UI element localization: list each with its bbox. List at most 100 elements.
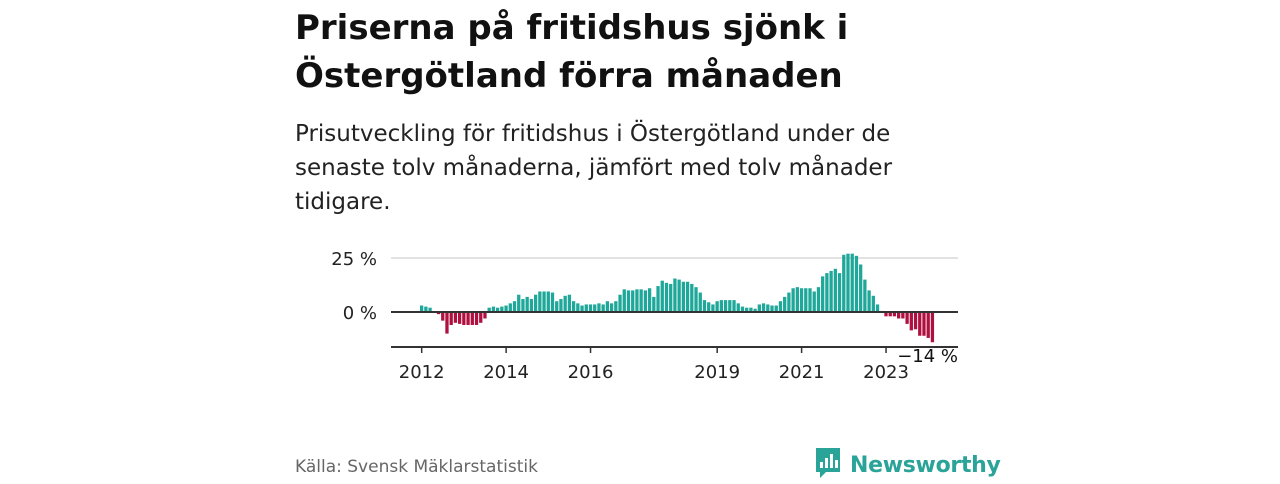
bar — [457, 312, 462, 324]
bar — [930, 312, 935, 343]
bar — [685, 281, 690, 312]
bar — [761, 303, 766, 312]
bar — [605, 301, 610, 312]
bar — [740, 306, 745, 312]
bar — [436, 312, 441, 315]
bar — [660, 280, 664, 312]
bar — [833, 268, 837, 312]
bar — [521, 299, 525, 312]
bar — [884, 312, 888, 317]
bar — [466, 312, 470, 325]
bar — [601, 304, 605, 312]
bar — [618, 294, 622, 312]
bar — [643, 290, 648, 312]
x-tick-label: 2019 — [694, 362, 740, 383]
bar — [474, 312, 479, 325]
bar — [470, 312, 474, 325]
bar — [905, 312, 909, 324]
bar — [854, 255, 859, 312]
bar — [487, 307, 491, 312]
bar — [681, 281, 686, 312]
bar — [913, 312, 918, 330]
y-tick-label: 0 % — [343, 303, 377, 324]
bar — [787, 292, 791, 312]
bar — [677, 279, 681, 312]
bar — [711, 304, 715, 312]
end-value-label: −14 % — [897, 346, 958, 367]
bar — [846, 253, 850, 312]
bar — [892, 312, 897, 317]
bar — [778, 301, 783, 312]
bar — [614, 301, 618, 312]
bar — [799, 288, 804, 312]
bar — [673, 278, 677, 312]
bar — [559, 299, 563, 312]
bar — [859, 264, 863, 312]
bar — [550, 292, 555, 312]
bar — [424, 306, 428, 312]
bar — [538, 291, 542, 312]
bar — [512, 301, 517, 312]
bar — [580, 305, 584, 312]
bar — [563, 295, 567, 312]
bar — [749, 307, 753, 312]
bar — [500, 306, 504, 312]
bar — [829, 270, 833, 312]
bar — [491, 306, 496, 312]
chart-title: Priserna på fritidshus sjönk i Östergötl… — [295, 8, 849, 96]
bar — [462, 312, 466, 325]
bar — [707, 302, 711, 312]
x-tick-label: 2012 — [399, 362, 445, 383]
bar — [571, 301, 576, 312]
bar — [555, 301, 559, 312]
bar — [837, 273, 842, 312]
bar — [723, 300, 728, 312]
bar — [702, 300, 707, 312]
bar — [525, 296, 529, 312]
bar — [926, 312, 930, 338]
bar — [804, 288, 808, 312]
bar — [546, 291, 550, 312]
bar — [715, 301, 719, 312]
bar — [783, 296, 787, 312]
y-tick-label: 25 % — [331, 249, 377, 270]
bar — [626, 290, 631, 312]
bar — [795, 287, 799, 312]
source-note: Källa: Svensk Mäklarstatistik — [295, 457, 538, 477]
bar — [808, 288, 812, 312]
bar — [495, 307, 500, 312]
bar — [635, 289, 639, 312]
bar — [576, 303, 580, 312]
bar — [622, 289, 626, 312]
bar — [698, 292, 702, 312]
bar — [745, 307, 749, 312]
bar — [821, 276, 825, 312]
bar — [669, 283, 673, 312]
bar — [736, 303, 740, 312]
bar — [609, 303, 614, 312]
bar — [588, 304, 593, 312]
bar — [529, 299, 534, 312]
bar — [871, 295, 875, 312]
bar — [888, 312, 892, 317]
bar — [542, 291, 546, 312]
bar — [441, 312, 445, 321]
bar — [791, 288, 795, 312]
bar — [533, 294, 538, 312]
bar — [453, 312, 458, 323]
newsworthy-logo-icon — [814, 446, 842, 484]
brand-name: Newsworthy — [850, 452, 1001, 478]
bar — [897, 312, 901, 319]
bar — [863, 279, 867, 312]
brand-logo[interactable]: Newsworthy — [814, 446, 1001, 484]
x-tick-label: 2023 — [863, 362, 909, 383]
bar — [901, 312, 905, 319]
bar — [770, 305, 774, 312]
bar — [597, 303, 601, 312]
bar-chart: 25 % 0 % 2012 2014 2016 2019 2021 2023−14 % — [331, 249, 958, 383]
bar — [774, 305, 778, 312]
bar — [825, 273, 829, 312]
bar — [445, 312, 449, 334]
bar — [753, 308, 757, 312]
bar — [728, 300, 732, 312]
